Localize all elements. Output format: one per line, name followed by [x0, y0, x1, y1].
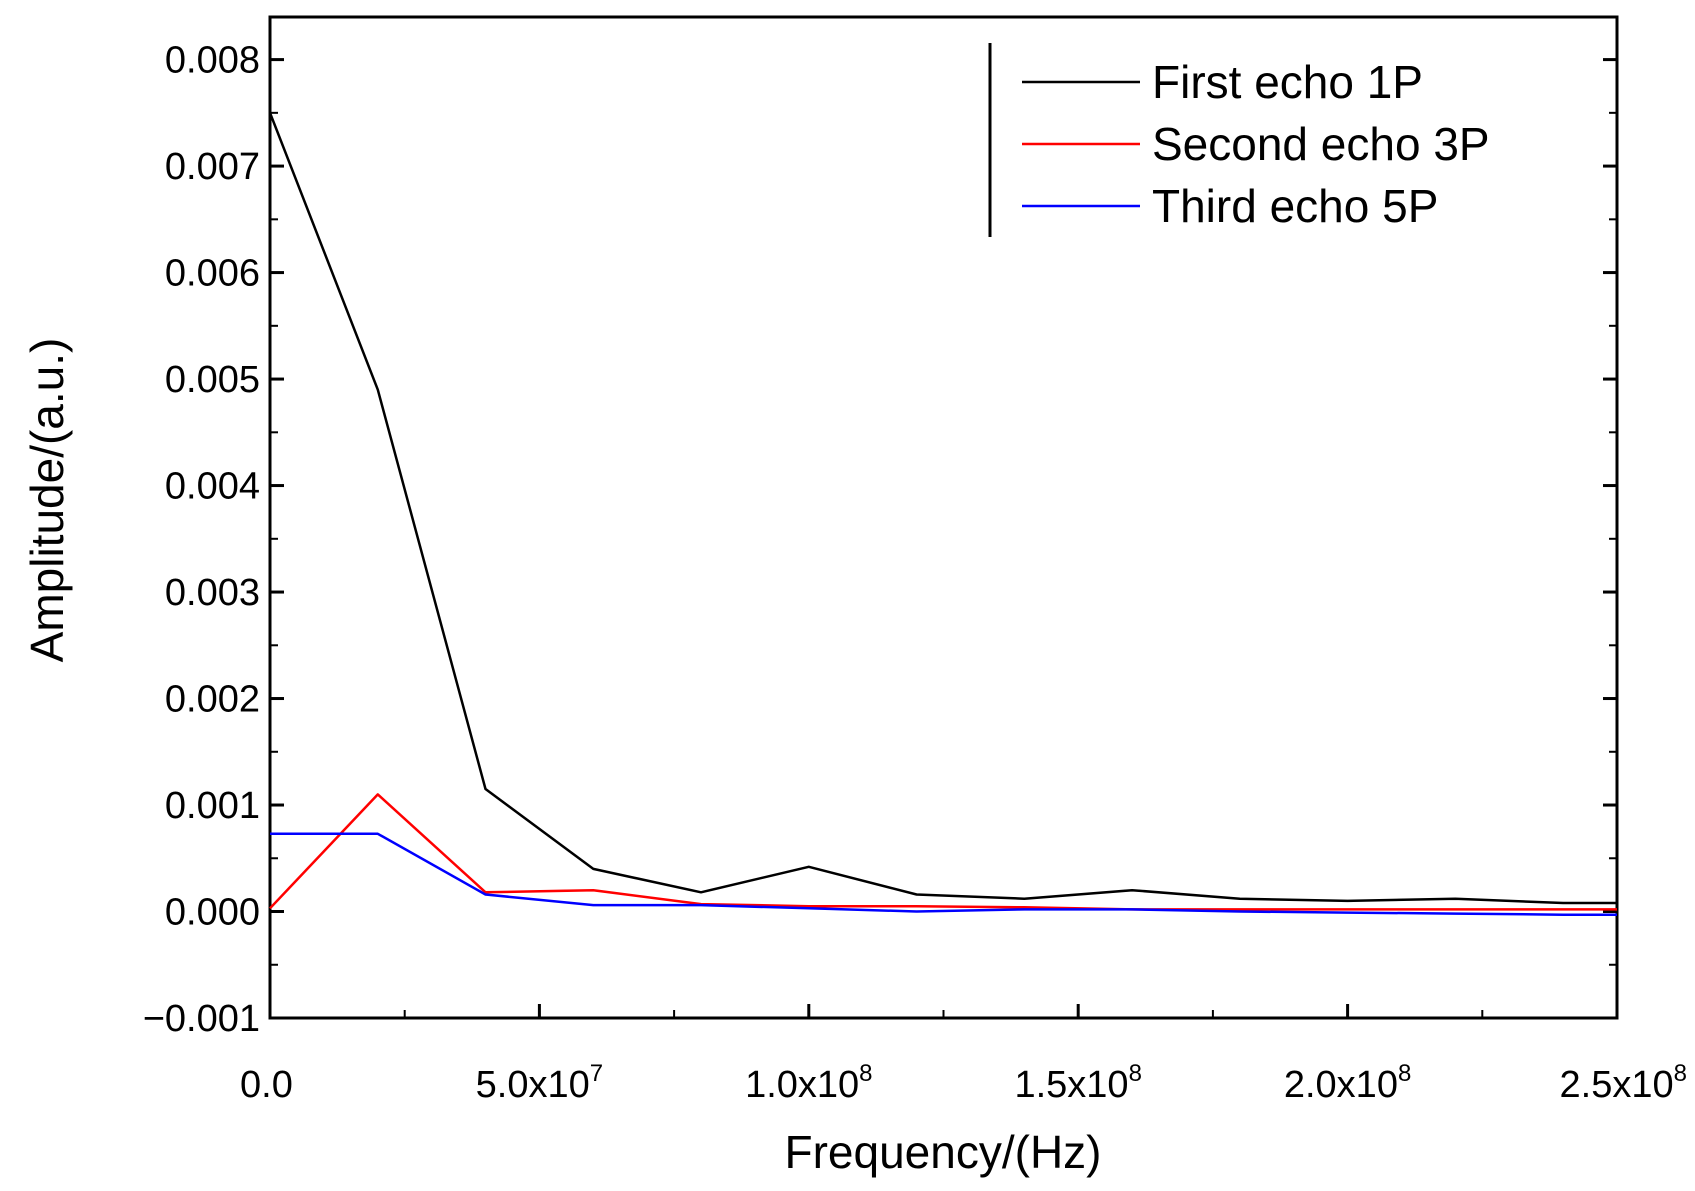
x-tick-label: 0.0	[240, 1064, 293, 1106]
y-tick-label: 0.007	[165, 146, 260, 188]
y-tick-label: 0.005	[165, 359, 260, 401]
y-tick-label: 0.006	[165, 253, 260, 295]
x-tick-mantissa: 5.0x10	[476, 1064, 590, 1106]
ticks	[268, 58, 1619, 1020]
x-tick-exponent: 7	[590, 1060, 603, 1087]
y-axis-title: Amplitude/(a.u.)	[21, 338, 73, 663]
series-lines	[268, 112, 1617, 916]
x-tick-mantissa: 0.0	[240, 1064, 293, 1106]
x-tick-mantissa: 2.5x10	[1560, 1064, 1674, 1106]
x-tick-label: 2.0x108	[1284, 1060, 1411, 1106]
legend: First echo 1P Second echo 3P Third echo …	[988, 43, 1490, 237]
x-axis-title: Frequency/(Hz)	[785, 1126, 1102, 1178]
y-tick-label: 0.002	[165, 679, 260, 721]
x-tick-mantissa: 1.0x10	[745, 1064, 859, 1106]
x-tick-exponent: 8	[859, 1060, 872, 1087]
y-tick-label: 0.000	[165, 892, 260, 934]
x-tick-mantissa: 1.5x10	[1014, 1064, 1128, 1106]
x-tick-exponent: 8	[1674, 1060, 1687, 1087]
y-tick-label: 0.004	[165, 466, 260, 508]
x-tick-exponent: 8	[1398, 1060, 1411, 1087]
x-tick-exponent: 8	[1129, 1060, 1142, 1087]
y-tick-label: 0.003	[165, 572, 260, 614]
series-line-third-echo	[270, 832, 1617, 916]
y-tick-label: −0.001	[143, 998, 260, 1040]
series-line-second-echo	[269, 793, 1617, 911]
x-tick-label: 5.0x107	[476, 1060, 603, 1106]
x-tick-label: 1.0x108	[745, 1060, 872, 1106]
x-tick-label: 1.5x108	[1014, 1060, 1141, 1106]
legend-label-first-echo: First echo 1P	[1152, 56, 1423, 108]
x-tick-label: 2.5x108	[1560, 1060, 1687, 1106]
series-line-first-echo	[268, 112, 1617, 905]
legend-label-third-echo: Third echo 5P	[1152, 180, 1438, 232]
y-tick-label: 0.008	[165, 40, 260, 82]
legend-label-second-echo: Second echo 3P	[1152, 118, 1490, 170]
y-tick-label: 0.001	[165, 785, 260, 827]
tick-labels: −0.0010.0000.0010.0020.0030.0040.0050.00…	[143, 40, 1687, 1106]
x-tick-mantissa: 2.0x10	[1284, 1064, 1398, 1106]
